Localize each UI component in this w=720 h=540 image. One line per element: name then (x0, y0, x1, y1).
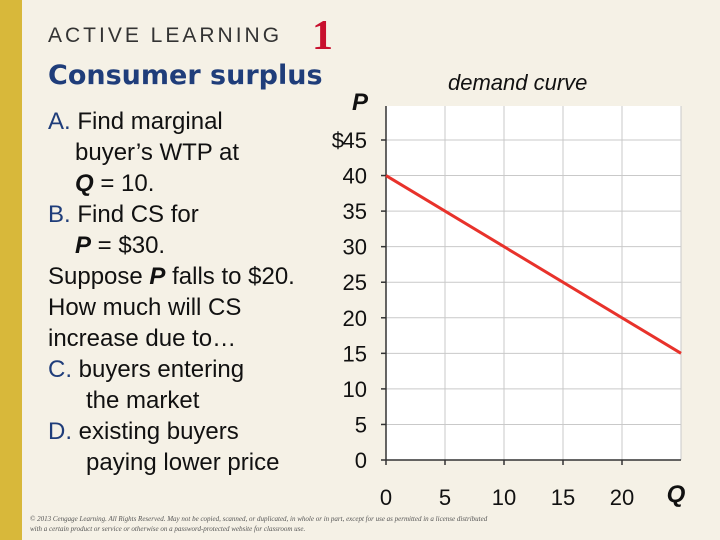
kicker-number: 1 (312, 13, 333, 59)
suppose-line2: How much will CS (48, 294, 242, 321)
question-c-letter: C. (48, 356, 72, 383)
demand-curve-line (385, 174, 682, 355)
suppose-post: falls to $20. (165, 263, 295, 290)
question-a-letter: A. (48, 108, 71, 135)
question-a-q-rest: = 10. (93, 170, 155, 197)
suppose-line1: Suppose P falls to $20. (48, 261, 338, 292)
accent-bar (0, 0, 22, 540)
y-tick-label: 25 (343, 270, 367, 295)
question-b-line1: Find CS for (77, 201, 199, 228)
page-title: Consumer surplus (48, 60, 323, 91)
question-c: C. buyers entering (48, 354, 338, 385)
x-tick-label: 5 (439, 485, 451, 510)
question-b-p-rest: = $30. (91, 232, 166, 259)
x-tick-label: 15 (551, 485, 575, 510)
suppose-line3: increase due to… (48, 325, 237, 352)
x-axis-label: Q (667, 481, 686, 508)
question-b-line2: P = $30. (48, 230, 338, 261)
question-d-line2: paying lower price (86, 449, 280, 476)
question-text: A. Find marginal buyer’s WTP at Q = 10. … (48, 106, 338, 478)
question-d-letter: D. (48, 418, 72, 445)
question-a-line3: Q = 10. (48, 168, 338, 199)
copyright-footer: © 2013 Cengage Learning. All Rights Rese… (30, 515, 488, 533)
question-c-line2: the market (86, 387, 200, 414)
question-d: D. existing buyers (48, 416, 338, 447)
suppose-p: P (149, 263, 166, 290)
y-tick-label: 40 (343, 164, 367, 189)
question-b-letter: B. (48, 201, 71, 228)
question-a-q: Q (75, 170, 94, 197)
x-tick-label: 0 (380, 485, 392, 510)
question-a-line2: buyer’s WTP at (75, 139, 240, 166)
x-tick-label: 20 (610, 485, 634, 510)
question-b: B. Find CS for (48, 199, 338, 230)
suppose-pre: Suppose (48, 263, 150, 290)
question-d-line1: existing buyers (78, 418, 239, 445)
x-tick-label: 10 (492, 485, 516, 510)
y-axis-label: P (352, 89, 369, 116)
y-tick-label: 0 (355, 448, 367, 473)
y-tick-label: 30 (343, 235, 367, 260)
y-tick-label: 15 (343, 341, 367, 366)
plot-area (386, 106, 681, 460)
y-tick-label: 5 (355, 412, 367, 437)
y-tick-label: 35 (343, 199, 367, 224)
y-tick-label: 10 (343, 377, 367, 402)
y-tick-label: 20 (343, 306, 367, 331)
y-currency-label: $ (332, 128, 344, 153)
question-a-line1: Find marginal (77, 108, 223, 135)
question-c-line1: buyers entering (78, 356, 245, 383)
question-b-p: P (75, 232, 92, 259)
chart-caption: demand curve (448, 70, 588, 95)
question-a: A. Find marginal (48, 106, 338, 137)
y-tick-label: 45 (343, 128, 367, 153)
kicker: ACTIVE LEARNING (48, 24, 283, 47)
